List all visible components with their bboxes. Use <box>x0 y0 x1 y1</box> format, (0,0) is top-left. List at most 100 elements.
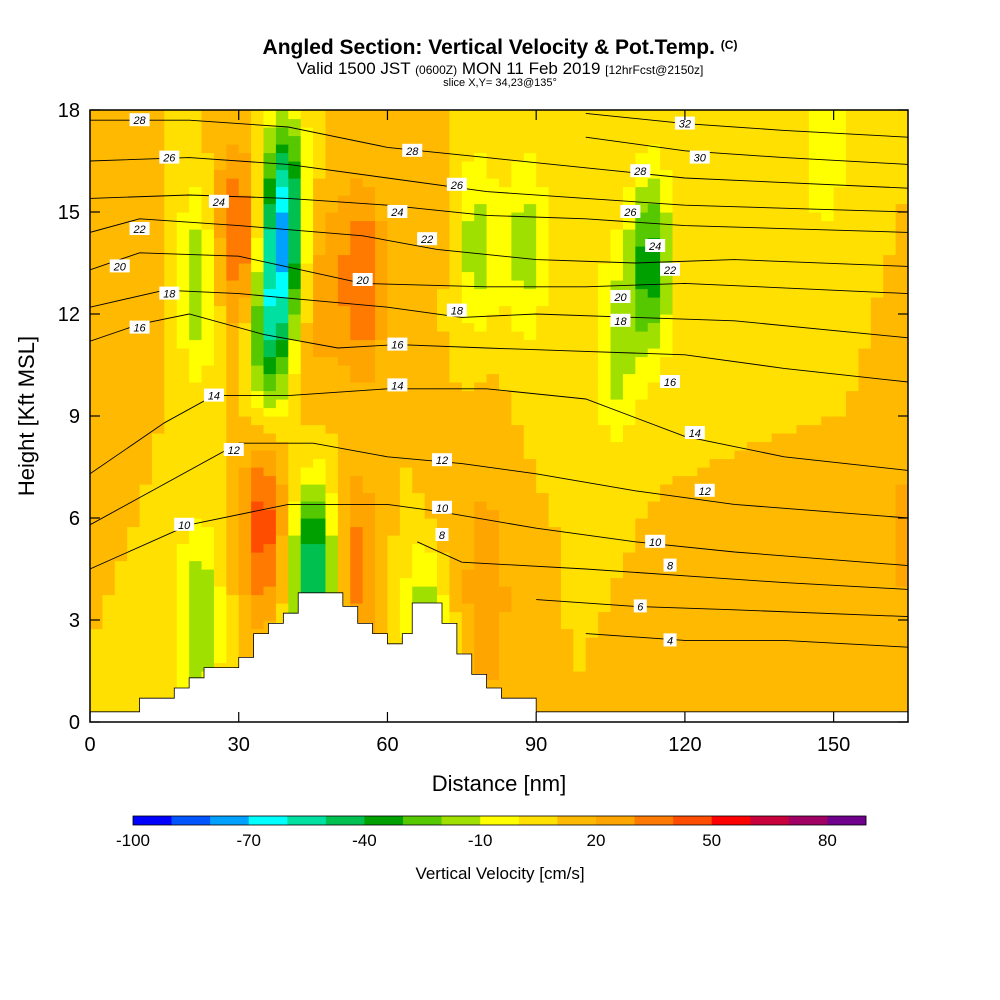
velocity-cell <box>437 433 451 443</box>
velocity-cell <box>796 467 810 477</box>
velocity-cell <box>449 339 463 349</box>
velocity-cell <box>127 543 141 553</box>
velocity-cell <box>164 569 178 579</box>
velocity-cell <box>399 297 413 307</box>
velocity-cell <box>213 535 227 545</box>
velocity-cell <box>585 679 599 689</box>
velocity-cell <box>635 331 649 341</box>
velocity-cell <box>610 186 624 196</box>
velocity-cell <box>275 263 289 273</box>
velocity-cell <box>412 288 426 298</box>
velocity-cell <box>709 696 723 706</box>
velocity-cell <box>449 433 463 443</box>
velocity-cell <box>585 127 599 137</box>
velocity-cell <box>486 441 500 451</box>
velocity-cell <box>201 620 215 630</box>
velocity-cell <box>449 348 463 358</box>
velocity-cell <box>164 254 178 264</box>
velocity-cell <box>151 569 165 579</box>
velocity-cell <box>722 645 736 655</box>
velocity-cell <box>660 535 674 545</box>
velocity-cell <box>102 594 116 604</box>
velocity-cell <box>114 662 128 672</box>
velocity-cell <box>622 662 636 672</box>
velocity-cell <box>437 390 451 400</box>
velocity-cell <box>127 475 141 485</box>
velocity-cell <box>139 254 153 264</box>
velocity-cell <box>796 509 810 519</box>
velocity-cell <box>833 679 847 689</box>
velocity-cell <box>598 416 612 426</box>
velocity-cell <box>313 526 327 536</box>
velocity-cell <box>821 356 835 366</box>
velocity-cell <box>325 203 339 213</box>
velocity-cell <box>325 135 339 145</box>
velocity-cell <box>251 254 265 264</box>
velocity-cell <box>771 356 785 366</box>
velocity-cell <box>114 178 128 188</box>
velocity-cell <box>598 501 612 511</box>
velocity-cell <box>622 594 636 604</box>
velocity-cell <box>139 365 153 375</box>
velocity-cell <box>821 195 835 205</box>
velocity-cell <box>313 484 327 494</box>
velocity-cell <box>697 526 711 536</box>
velocity-cell <box>796 390 810 400</box>
velocity-cell <box>424 535 438 545</box>
velocity-cell <box>499 280 512 290</box>
velocity-cell <box>412 152 426 162</box>
velocity-cell <box>722 416 736 426</box>
velocity-cell <box>424 518 438 528</box>
velocity-cell <box>127 509 141 519</box>
velocity-cell <box>313 390 327 400</box>
velocity-cell <box>883 441 897 451</box>
velocity-cell <box>486 671 500 681</box>
velocity-cell <box>114 144 128 154</box>
velocity-cell <box>647 254 661 264</box>
velocity-cell <box>127 620 141 630</box>
velocity-cell <box>536 569 550 579</box>
velocity-cell <box>189 246 203 256</box>
velocity-cell <box>858 161 872 171</box>
velocity-cell <box>437 339 451 349</box>
velocity-cell <box>461 628 475 638</box>
velocity-cell <box>647 603 661 613</box>
velocity-cell <box>759 433 773 443</box>
velocity-cell <box>660 229 674 239</box>
velocity-cell <box>337 424 351 434</box>
velocity-cell <box>635 611 649 621</box>
velocity-cell <box>387 637 401 647</box>
velocity-cell <box>870 509 884 519</box>
velocity-cell <box>697 390 711 400</box>
velocity-cell <box>362 178 376 188</box>
velocity-cell <box>461 501 475 511</box>
velocity-cell <box>151 484 165 494</box>
velocity-cell <box>164 458 178 468</box>
velocity-cell <box>846 696 860 706</box>
velocity-cell <box>697 603 711 613</box>
velocity-cell <box>474 501 488 511</box>
velocity-cell <box>672 688 686 698</box>
velocity-cell <box>746 433 760 443</box>
velocity-cell <box>251 467 265 477</box>
velocity-cell <box>573 169 587 179</box>
velocity-cell <box>746 654 760 664</box>
velocity-cell <box>399 127 413 137</box>
velocity-cell <box>251 603 265 613</box>
velocity-cell <box>709 331 723 341</box>
velocity-cell <box>709 662 723 672</box>
velocity-cell <box>858 679 872 689</box>
velocity-cell <box>598 229 612 239</box>
velocity-cell <box>263 263 277 273</box>
velocity-cell <box>647 552 661 562</box>
velocity-cell <box>573 339 587 349</box>
isentrope-label: 16 <box>660 375 681 389</box>
isentrope-label: 30 <box>689 150 710 165</box>
velocity-cell <box>635 671 649 681</box>
velocity-cell <box>226 322 240 332</box>
velocity-cell <box>127 416 141 426</box>
velocity-cell <box>746 671 760 681</box>
velocity-cell <box>176 526 190 536</box>
velocity-cell <box>164 560 178 570</box>
velocity-cell <box>660 110 674 120</box>
